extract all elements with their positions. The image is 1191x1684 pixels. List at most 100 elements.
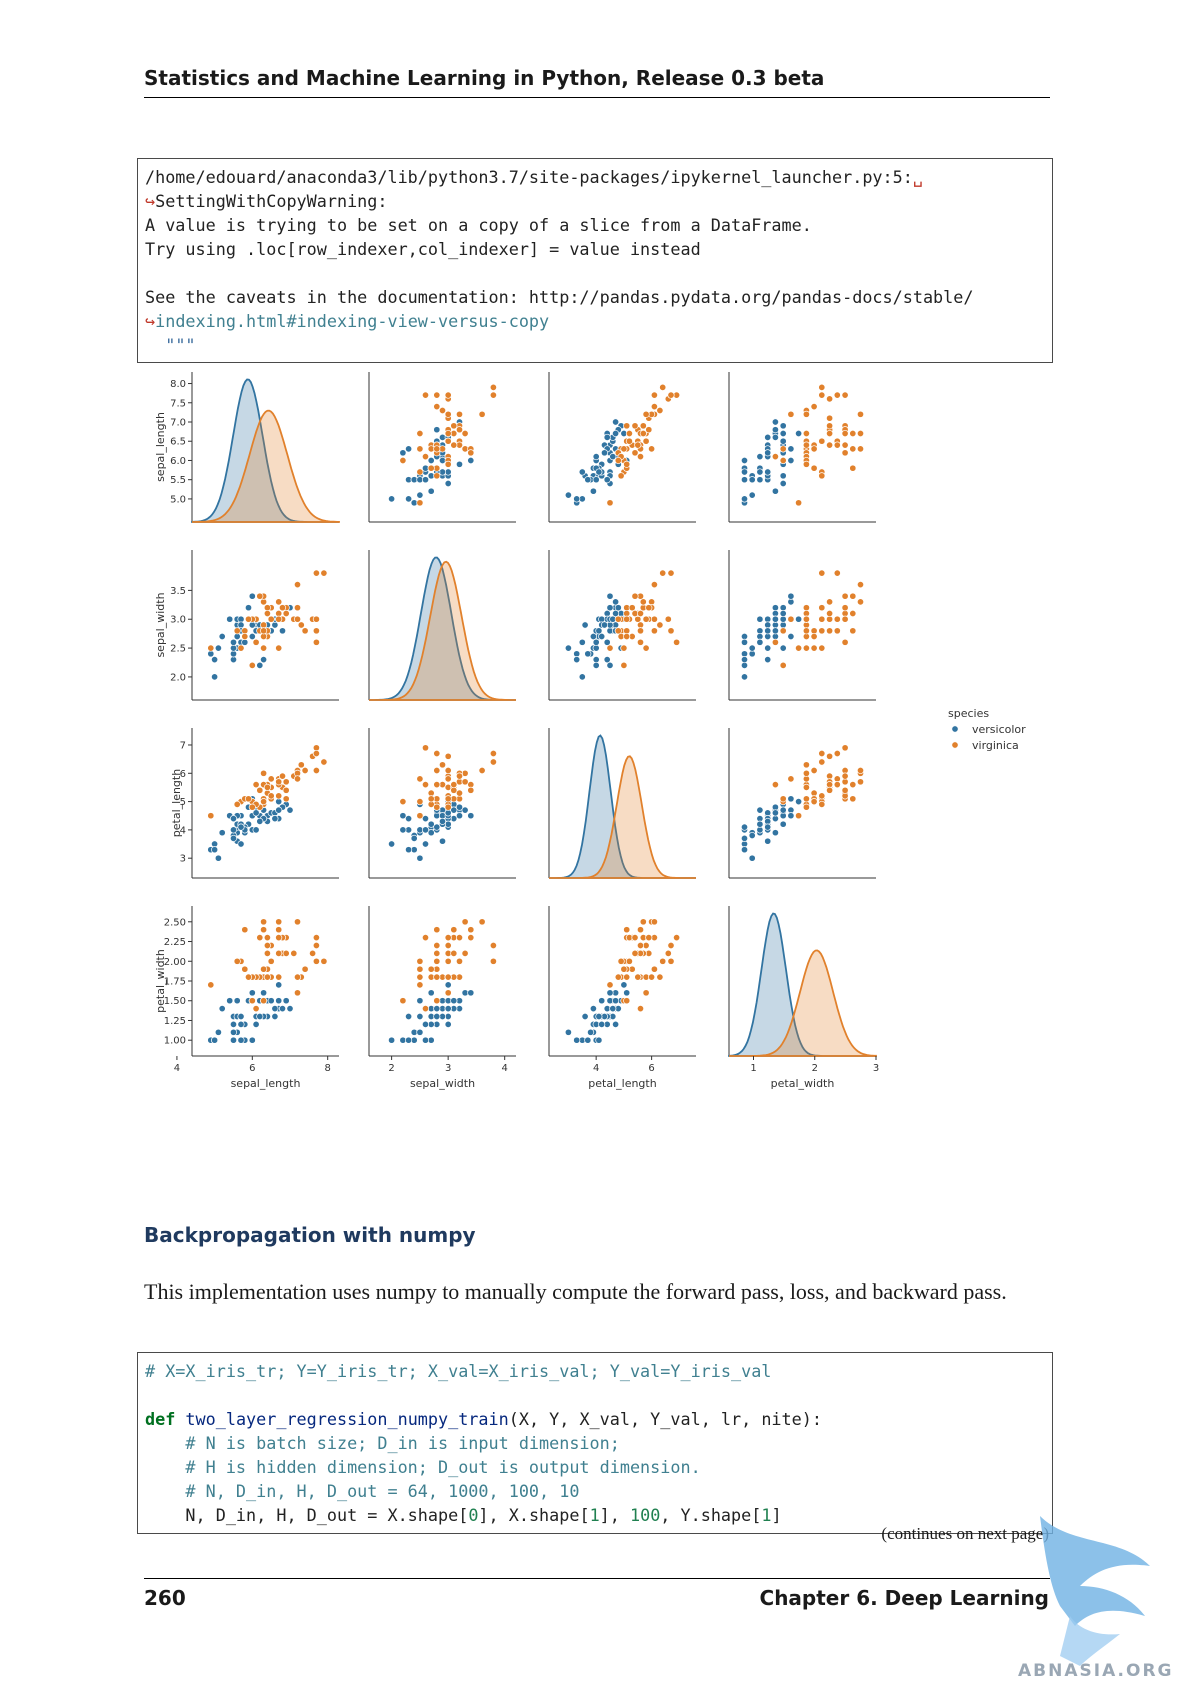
scatter-point-virginica: [857, 411, 863, 417]
code-line-value: A value is trying to be set on a copy of…: [145, 215, 812, 235]
scatter-point-versicolor: [276, 982, 282, 988]
scatter-point-virginica: [803, 770, 809, 776]
scatter-point-virginica: [276, 919, 282, 925]
scatter-point-versicolor: [780, 645, 786, 651]
scatter-point-versicolor: [772, 830, 778, 836]
scatter-point-virginica: [842, 450, 848, 456]
scatter-point-versicolor: [411, 835, 417, 841]
scatter-point-virginica: [803, 784, 809, 790]
x-tick-label: 4: [174, 1063, 180, 1074]
scatter-point-versicolor: [245, 605, 251, 611]
scatter-point-virginica: [257, 934, 263, 940]
scatter-point-versicolor: [780, 430, 786, 436]
scatter-point-virginica: [294, 581, 300, 587]
scatter-point-versicolor: [604, 639, 610, 645]
scatter-point-virginica: [811, 446, 817, 452]
y-tick-label: 5.5: [170, 475, 186, 486]
scatter-point-virginica: [857, 446, 863, 452]
scatter-point-versicolor: [253, 1021, 259, 1027]
scatter-point-versicolor: [780, 605, 786, 611]
scatter-point-virginica: [462, 779, 468, 785]
scatter-point-virginica: [834, 628, 840, 634]
y-tick-label: 1.00: [164, 1036, 186, 1047]
scatter-point-virginica: [264, 974, 270, 980]
scatter-point-virginica: [819, 605, 825, 611]
scatter-point-versicolor: [287, 807, 293, 813]
scatter-point-versicolor: [772, 488, 778, 494]
scatter-point-virginica: [811, 798, 817, 804]
scatter-point-virginica: [264, 942, 270, 948]
scatter-point-virginica: [249, 804, 255, 810]
scatter-point-versicolor: [422, 841, 428, 847]
scatter-point-versicolor: [238, 616, 244, 622]
scatter-point-versicolor: [445, 480, 451, 486]
scatter-point-versicolor: [417, 998, 423, 1004]
scatter-point-versicolor: [468, 990, 474, 996]
scatter-point-virginica: [632, 950, 638, 956]
scatter-point-versicolor: [238, 1037, 244, 1043]
scatter-point-virginica: [615, 628, 621, 634]
scatter-point-versicolor: [596, 1037, 602, 1043]
footer-rule: [144, 1578, 1050, 1579]
scatter-point-versicolor: [272, 1013, 278, 1019]
scatter-point-virginica: [291, 950, 297, 956]
scatter-point-versicolor: [215, 855, 221, 861]
scatter-point-versicolor: [788, 593, 794, 599]
scatter-point-virginica: [803, 622, 809, 628]
scatter-point-versicolor: [599, 1021, 605, 1027]
scatter-point-versicolor: [780, 610, 786, 616]
scatter-point-versicolor: [405, 446, 411, 452]
scatter-point-versicolor: [593, 477, 599, 483]
scatter-point-versicolor: [795, 616, 801, 622]
scatter-point-virginica: [445, 461, 451, 467]
scatter-point-versicolor: [400, 450, 406, 456]
scatter-point-virginica: [456, 934, 462, 940]
scatter-point-virginica: [643, 411, 649, 417]
scatter-point-virginica: [850, 628, 856, 634]
scatter-point-versicolor: [257, 662, 263, 668]
scatter-point-versicolor: [593, 639, 599, 645]
scatter-point-versicolor: [741, 633, 747, 639]
scatter-point-virginica: [842, 773, 848, 779]
scatter-point-virginica: [834, 616, 840, 622]
scatter-point-virginica: [819, 438, 825, 444]
scatter-point-versicolor: [593, 662, 599, 668]
scatter-point-virginica: [842, 616, 848, 622]
scatter-point-virginica: [637, 639, 643, 645]
y-tick-label: 6.0: [170, 456, 186, 467]
scatter-point-virginica: [294, 919, 300, 925]
scatter-point-virginica: [780, 457, 786, 463]
code-line-quotes: """: [165, 335, 195, 355]
scatter-point-virginica: [456, 427, 462, 433]
scatter-point-versicolor: [590, 488, 596, 494]
scatter-point-virginica: [637, 610, 643, 616]
scatter-point-virginica: [456, 773, 462, 779]
y-axis-label: sepal_length: [154, 412, 167, 482]
scatter-point-virginica: [434, 942, 440, 948]
scatter-point-virginica: [826, 610, 832, 616]
scatter-point-virginica: [624, 998, 630, 1004]
scatter-point-virginica: [490, 942, 496, 948]
scatter-point-virginica: [780, 796, 786, 802]
scatter-point-virginica: [857, 581, 863, 587]
scatter-point-virginica: [422, 1005, 428, 1011]
y-tick-label: 5.0: [170, 494, 186, 505]
scatter-point-virginica: [434, 767, 440, 773]
x-axis-label: petal_width: [771, 1077, 835, 1090]
scatter-point-virginica: [313, 616, 319, 622]
scatter-point-virginica: [842, 392, 848, 398]
scatter-point-virginica: [451, 950, 457, 956]
scatter-point-virginica: [451, 423, 457, 429]
scatter-point-virginica: [640, 919, 646, 925]
scatter-point-virginica: [657, 974, 663, 980]
y-tick-label: 7.5: [170, 398, 186, 409]
scatter-point-virginica: [819, 473, 825, 479]
scatter-point-virginica: [651, 966, 657, 972]
scatter-point-versicolor: [772, 616, 778, 622]
scatter-point-virginica: [439, 407, 445, 413]
scatter-point-virginica: [249, 998, 255, 1004]
scatter-point-virginica: [417, 776, 423, 782]
scatter-point-versicolor: [765, 616, 771, 622]
scatter-point-versicolor: [211, 1037, 217, 1043]
scatter-point-versicolor: [579, 674, 585, 680]
